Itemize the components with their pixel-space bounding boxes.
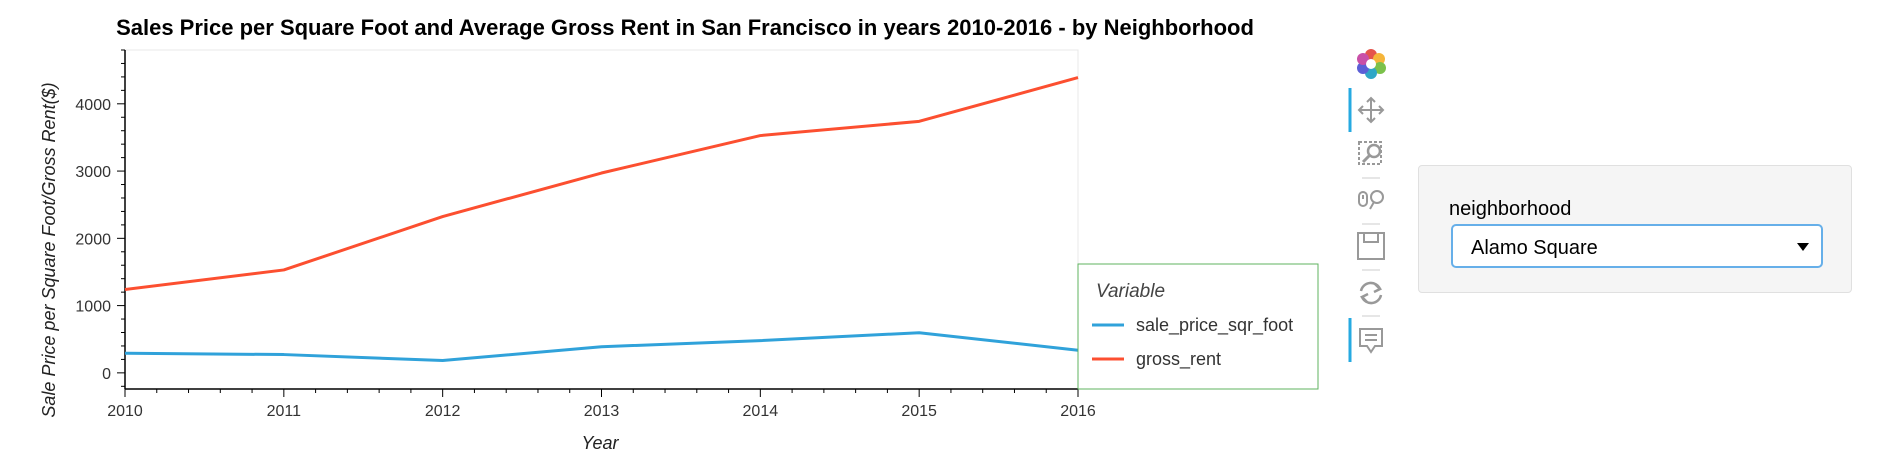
y-ticks: 0 1000 2000 3000 4000 (75, 49, 125, 387)
neighborhood-label: neighborhood (1449, 198, 1572, 220)
x-tick-label: 2011 (267, 403, 302, 420)
box-zoom-icon[interactable] (1358, 141, 1382, 165)
series-line-sale-price-sqr-foot (124, 331, 1079, 363)
y-tick-label: 0 (102, 366, 111, 383)
x-tick-label: 2012 (425, 403, 461, 420)
x-tick-label: 2015 (901, 403, 937, 420)
hover-icon[interactable] (1359, 328, 1383, 354)
bokeh-logo-icon[interactable] (1357, 49, 1386, 79)
y-tick-label: 2000 (75, 231, 111, 248)
save-icon[interactable] (1357, 232, 1385, 260)
reset-icon[interactable] (1359, 281, 1383, 305)
x-ticks: 2010 2011 2012 2013 2014 2015 2016 (107, 389, 1096, 420)
neighborhood-widget: neighborhood Alamo Square (1418, 165, 1852, 293)
wheel-zoom-icon[interactable] (1358, 190, 1384, 210)
x-tick-label: 2016 (1060, 403, 1096, 420)
chart-title: Sales Price per Square Foot and Average … (116, 15, 1254, 40)
x-tick-label: 2014 (743, 403, 779, 420)
series-lines (124, 76, 1079, 363)
legend-label: gross_rent (1136, 349, 1221, 370)
legend-items: sale_price_sqr_foot gross_rent (1092, 315, 1293, 370)
plot-frame (124, 49, 1079, 390)
y-tick-label: 3000 (75, 164, 111, 181)
neighborhood-select[interactable]: Alamo Square (1451, 224, 1823, 268)
y-axis-label: Sale Price per Square Foot/Gross Rent($) (39, 82, 59, 417)
x-tick-label: 2010 (107, 403, 143, 420)
y-tick-label: 4000 (75, 97, 111, 114)
x-axis-label: Year (581, 433, 619, 453)
toolbar (1348, 49, 1386, 362)
x-tick-label: 2013 (584, 403, 620, 420)
legend-title: Variable (1096, 281, 1165, 302)
pan-icon[interactable] (1357, 96, 1385, 124)
series-line-gross-rent (124, 76, 1079, 292)
neighborhood-select-value: Alamo Square (1471, 237, 1598, 259)
legend-label: sale_price_sqr_foot (1136, 315, 1293, 336)
legend: Variable sale_price_sqr_foot gross_rent (1077, 263, 1319, 390)
y-tick-label: 1000 (75, 299, 111, 316)
caret-down-icon (1797, 243, 1809, 251)
